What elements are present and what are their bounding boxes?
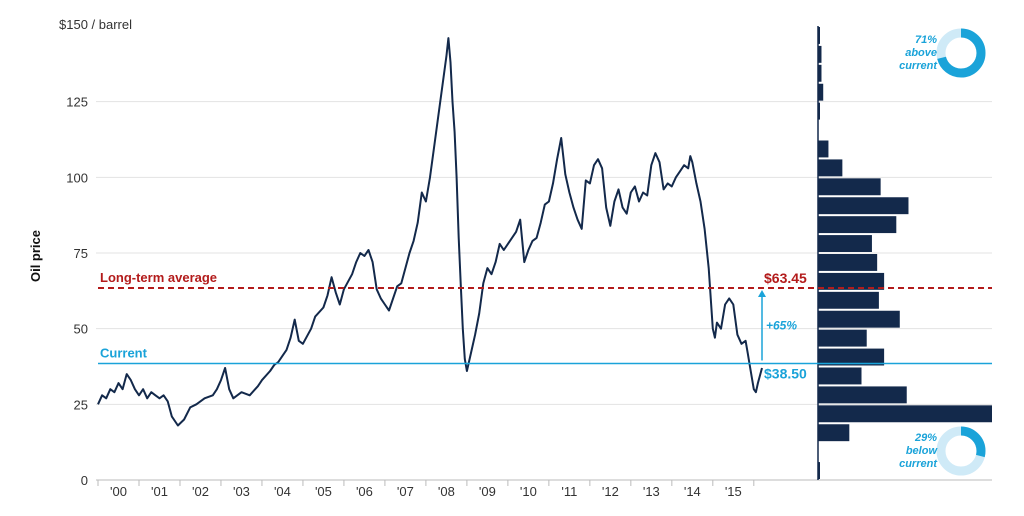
histogram-bar	[818, 386, 907, 404]
histogram-bar	[818, 405, 992, 423]
histogram-bar	[818, 348, 885, 366]
donut-above-segment	[936, 28, 986, 78]
y-axis: 0 25 50 75 100 125	[66, 95, 88, 488]
donut-above-label: 71%	[915, 34, 937, 46]
reference-lines: Long-term average $63.45 Current $38.50 +65%	[98, 270, 992, 381]
x-tick-label: '08	[438, 484, 455, 499]
price-line	[97, 37, 763, 427]
donut-above-label: current	[899, 60, 938, 72]
reference-label: Long-term average	[100, 270, 217, 285]
gridlines	[96, 101, 992, 481]
x-tick-label: '00	[110, 484, 127, 499]
histogram-bar	[818, 197, 909, 215]
y-tick-label: 0	[81, 473, 88, 488]
histogram-bar	[818, 367, 862, 385]
histogram-bar	[818, 291, 879, 309]
histogram-bar	[818, 64, 822, 82]
x-tick-label: '10	[520, 484, 537, 499]
histogram-bar	[818, 329, 867, 347]
histogram-bar	[818, 45, 822, 63]
change-arrow-head	[758, 289, 766, 297]
histogram-bar	[818, 178, 881, 196]
histogram-bar	[818, 102, 820, 120]
x-tick-label: '05	[315, 484, 332, 499]
y-axis-title: Oil price	[28, 230, 43, 282]
histogram-bar	[818, 140, 829, 158]
donut-above-label: above	[905, 47, 937, 59]
x-tick-label: '09	[479, 484, 496, 499]
histogram-bar	[818, 272, 885, 290]
price-distribution-histogram	[817, 26, 992, 480]
histogram-bar	[818, 254, 878, 271]
y-tick-label: 25	[74, 397, 88, 412]
y-unit-label: $150 / barrel	[59, 17, 132, 32]
x-tick-label: '15	[725, 484, 742, 499]
x-axis: '00 '01 '02 '03 '04 '05 '06 '07 '08 '09 '10 '11 '12 '…	[97, 480, 755, 499]
histogram-bar	[818, 216, 897, 234]
price-series	[97, 37, 763, 427]
reference-label: Current	[100, 345, 148, 360]
y-tick-label: 75	[74, 246, 88, 261]
x-tick-label: '07	[397, 484, 414, 499]
reference-value: $63.45	[764, 270, 807, 286]
histogram-bar	[818, 27, 820, 44]
histogram-bar	[818, 462, 820, 479]
x-tick-label: '03	[233, 484, 250, 499]
histogram-bar	[818, 310, 900, 328]
x-tick-label: '06	[356, 484, 373, 499]
x-tick-label: '02	[192, 484, 209, 499]
x-tick-label: '01	[151, 484, 168, 499]
y-tick-label: 100	[66, 170, 88, 185]
donut-below-label: 29%	[914, 432, 937, 444]
x-tick-label: '13	[643, 484, 660, 499]
change-percent-label: +65%	[766, 319, 797, 333]
x-tick-label: '14	[684, 484, 701, 499]
x-tick-label: '04	[274, 484, 291, 499]
donut-below-label: current	[899, 458, 938, 470]
reference-value: $38.50	[764, 365, 807, 381]
x-tick-label: '11	[561, 484, 577, 499]
donut-below-segment	[936, 426, 986, 476]
histogram-bar	[818, 159, 843, 177]
histogram-bar	[818, 235, 872, 252]
y-tick-label: 50	[74, 322, 88, 337]
donut-below-label: below	[906, 445, 939, 457]
y-tick-label: 125	[66, 95, 88, 110]
x-tick-label: '12	[602, 484, 619, 499]
histogram-bar	[818, 424, 850, 442]
histogram-bar	[818, 83, 824, 101]
